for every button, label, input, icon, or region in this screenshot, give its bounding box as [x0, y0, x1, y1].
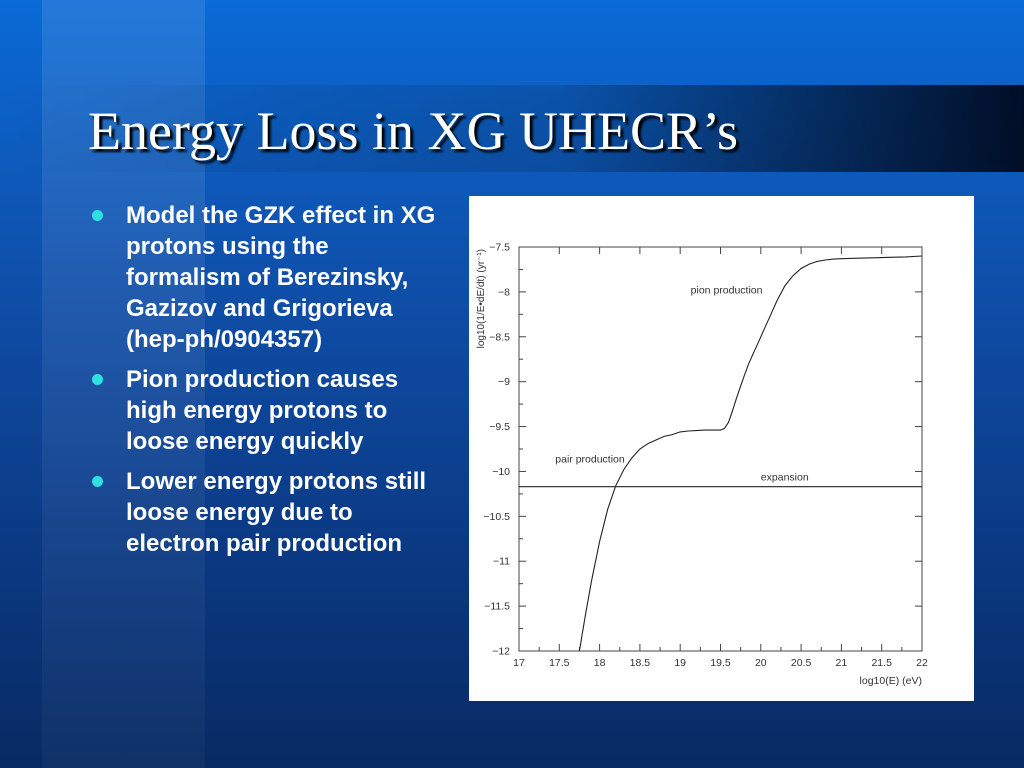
energy-loss-chart: 17 17.5 18 18.5 19 19.5 20 20.5 21 21.5 22 −7.5 −8 −8…: [476, 242, 928, 688]
title-band: [0, 85, 1024, 172]
x-tick-label: 19: [674, 657, 686, 669]
y-tick-label: −11.5: [484, 601, 510, 613]
bullet-dot-icon: [92, 374, 103, 385]
x-tick-label: 21.5: [871, 657, 892, 669]
y-tick-label: −9: [498, 376, 510, 388]
x-tick-label: 22: [916, 657, 928, 669]
y-tick-label: −11: [493, 556, 510, 568]
bullet-item: Model the GZK effect in XG protons using…: [88, 200, 443, 355]
bullet-dot-icon: [92, 210, 103, 221]
y-tick-label: −10.5: [483, 511, 510, 523]
x-tick-label: 21: [836, 657, 848, 669]
bullet-list: Model the GZK effect in XG protons using…: [88, 200, 443, 568]
series-line: [578, 255, 923, 652]
slide-title: Energy Loss in XG UHECR’s: [88, 101, 739, 161]
x-tick-label: 20: [755, 657, 767, 669]
plot-frame: [518, 246, 923, 652]
y-tick-label: −8: [498, 286, 510, 298]
y-tick-label: −12: [492, 646, 510, 658]
bullet-text: Lower energy protons still loose energy …: [126, 468, 427, 557]
x-tick-label: 18: [594, 657, 606, 669]
bullet-text: Model the GZK effect in XG protons using…: [126, 202, 436, 353]
bullet-item: Pion production causes high energy proto…: [88, 364, 443, 457]
x-tick-label: 18.5: [630, 657, 651, 669]
chart-annotation: pion production: [691, 285, 763, 297]
chart-annotation: pair production: [555, 453, 625, 465]
x-tick-label: 20.5: [791, 657, 812, 669]
x-tick-label: 19.5: [710, 657, 731, 669]
x-axis-label: log10(E) (eV): [860, 675, 922, 687]
y-axis-label: log10(1/E•dE/dt) (yr⁻¹): [476, 249, 487, 348]
bullet-item: Lower energy protons still loose energy …: [88, 466, 443, 559]
chart-panel: 17 17.5 18 18.5 19 19.5 20 20.5 21 21.5 22 −7.5 −8 −8…: [469, 196, 974, 701]
y-tick-label: −10: [492, 466, 510, 478]
x-tick-label: 17.5: [549, 657, 570, 669]
y-tick-label: −8.5: [489, 331, 510, 343]
x-tick-label: 17: [513, 657, 525, 669]
bullet-dot-icon: [92, 476, 103, 487]
y-tick-label: −9.5: [489, 421, 510, 433]
chart-annotation: expansion: [761, 471, 809, 483]
y-tick-label: −7.5: [489, 242, 510, 254]
bullet-text: Pion production causes high energy proto…: [126, 366, 399, 455]
